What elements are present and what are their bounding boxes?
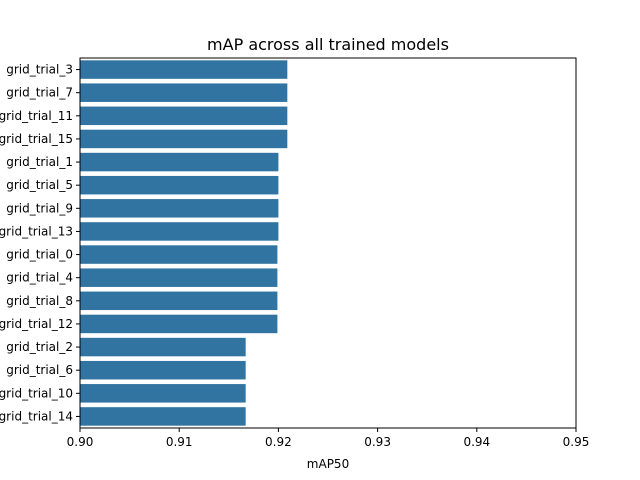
y-tick-label: grid_trial_7 <box>6 86 73 100</box>
y-tick-label: grid_trial_14 <box>0 409 73 423</box>
x-axis-label: mAP50 <box>307 457 349 471</box>
bar-grid_trial_12 <box>80 314 278 334</box>
y-tick-label: grid_trial_5 <box>6 178 73 192</box>
y-tick-label: grid_trial_2 <box>6 340 73 354</box>
y-tick-label: grid_trial_9 <box>6 201 73 215</box>
x-tick-label: 0.93 <box>364 435 391 449</box>
bar-grid_trial_1 <box>80 152 279 172</box>
bar-grid_trial_7 <box>80 83 288 102</box>
bar-grid_trial_3 <box>80 60 288 79</box>
plot-area-frame <box>79 57 577 429</box>
y-tick-label: grid_trial_11 <box>0 109 73 123</box>
x-tick-label: 0.95 <box>563 435 590 449</box>
bar-grid_trial_15 <box>80 129 288 149</box>
y-tick-label: grid_trial_3 <box>6 63 73 77</box>
bar-grid_trial_5 <box>80 175 279 195</box>
x-tick-label: 0.90 <box>67 435 94 449</box>
bar-grid_trial_0 <box>80 245 278 264</box>
y-tick-label: grid_trial_6 <box>6 363 73 377</box>
y-tick-label: grid_trial_13 <box>0 224 73 238</box>
y-tick-label: grid_trial_15 <box>0 132 73 146</box>
x-axis-ticks: 0.90 0.91 0.92 0.93 0.94 0.95 <box>67 428 590 449</box>
y-axis-ticks: grid_trial_3 grid_trial_7 grid_trial_11gri… <box>0 63 80 423</box>
bar-grid_trial_4 <box>80 268 278 287</box>
bar-grid_trial_6 <box>80 360 246 380</box>
x-tick-label: 0.91 <box>166 435 193 449</box>
chart-title: mAP across all trained models <box>207 35 449 54</box>
x-tick-label: 0.94 <box>463 435 490 449</box>
y-tick-label: grid_trial_4 <box>6 271 73 285</box>
bars-group <box>80 60 288 426</box>
y-tick-label: grid_trial_8 <box>6 294 73 308</box>
bar-grid_trial_8 <box>80 291 278 311</box>
bar-grid_trial_9 <box>80 199 279 218</box>
bar-grid_trial_13 <box>80 222 279 241</box>
bar-grid_trial_2 <box>80 337 246 357</box>
y-tick-label: grid_trial_10 <box>0 386 73 400</box>
y-tick-label: grid_trial_0 <box>6 248 73 262</box>
x-tick-label: 0.92 <box>265 435 292 449</box>
y-tick-label: grid_trial_1 <box>6 155 73 169</box>
y-tick-label: grid_trial_12 <box>0 317 73 331</box>
bar-grid_trial_11 <box>80 106 288 126</box>
bar-grid_trial_14 <box>80 407 246 426</box>
bar-grid_trial_10 <box>80 384 246 403</box>
